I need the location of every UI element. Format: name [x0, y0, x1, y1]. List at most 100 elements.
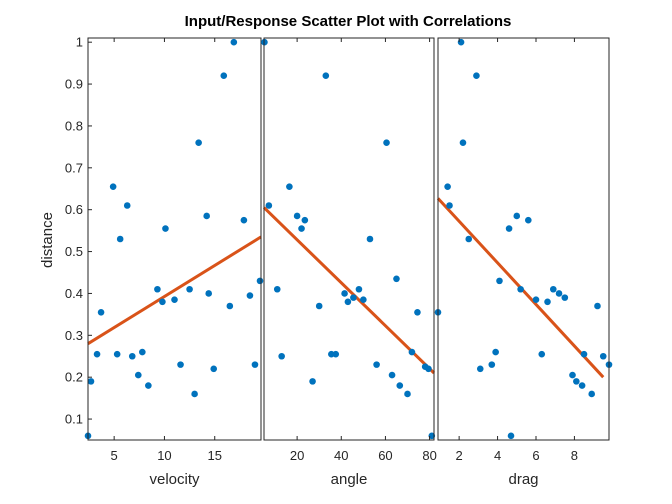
- data-point: [87, 378, 95, 385]
- y-tick-label: 0.7: [65, 160, 83, 175]
- data-point: [210, 365, 218, 373]
- data-point: [561, 294, 569, 301]
- scatter-panels: 5 10 15 velocity 20 40 60 80 angle 2 4 6 8 drag: [84, 37, 613, 488]
- data-point: [116, 235, 124, 243]
- panel-frame: [263, 37, 435, 441]
- data-point: [366, 235, 374, 243]
- data-point: [220, 72, 228, 79]
- data-point: [588, 390, 596, 398]
- data-point: [265, 202, 273, 209]
- data-point: [159, 298, 166, 306]
- data-point: [505, 225, 513, 232]
- data-point: [301, 216, 309, 224]
- y-tick-label: 0.6: [65, 202, 83, 217]
- y-tick-label: 0.4: [65, 286, 83, 301]
- x-tick-label: 15: [207, 448, 221, 463]
- data-point: [513, 212, 521, 220]
- data-point: [145, 382, 152, 389]
- data-point: [315, 302, 323, 310]
- data-point: [177, 361, 184, 368]
- data-point: [404, 390, 411, 398]
- panel-drag: 2 4 6 8 drag: [434, 37, 613, 488]
- y-tick-label: 0.8: [65, 118, 83, 133]
- data-point: [309, 378, 316, 385]
- y-tick-label: 0.9: [65, 77, 83, 92]
- data-point: [360, 296, 367, 304]
- fit-line: [262, 206, 436, 375]
- data-point: [444, 183, 451, 190]
- x-tick-label: 5: [111, 448, 118, 463]
- data-point: [549, 285, 557, 293]
- y-tick-label: 0.2: [65, 370, 83, 385]
- panel-frame: [87, 37, 262, 441]
- data-point: [134, 371, 142, 379]
- data-point: [476, 365, 484, 373]
- data-point: [517, 285, 524, 293]
- x-tick-label: 4: [494, 448, 501, 463]
- y-tick-label: 1: [76, 35, 83, 50]
- data-point: [414, 308, 421, 316]
- data-point: [322, 72, 330, 79]
- x-tick-label: 8: [571, 448, 578, 463]
- y-axis-ticks: 0.1 0.2 0.3 0.4 0.5 0.6 0.7 0.8 0.9 1: [65, 35, 92, 427]
- fit-line: [87, 235, 262, 345]
- data-point: [139, 348, 146, 356]
- x-tick-label: 6: [532, 448, 539, 463]
- data-point: [97, 308, 105, 316]
- data-point: [171, 296, 178, 304]
- data-point: [350, 294, 357, 301]
- data-point: [396, 382, 404, 389]
- data-point: [594, 302, 601, 310]
- data-point: [226, 302, 234, 310]
- x-tick-label: 20: [290, 448, 304, 463]
- data-point: [496, 277, 503, 285]
- data-point: [203, 212, 210, 220]
- data-point: [293, 212, 301, 220]
- data-point: [488, 361, 496, 368]
- data-point: [256, 277, 264, 285]
- data-point: [191, 390, 198, 398]
- y-tick-label: 0.5: [65, 244, 83, 259]
- data-point: [162, 225, 169, 232]
- data-point: [341, 290, 348, 297]
- data-point: [273, 285, 281, 293]
- data-point: [113, 350, 121, 358]
- data-point: [580, 350, 588, 358]
- y-axis-label: distance: [39, 212, 56, 268]
- data-point: [555, 290, 563, 297]
- data-point: [251, 361, 259, 368]
- data-point: [492, 348, 499, 356]
- data-point: [446, 202, 453, 209]
- panel-velocity: 5 10 15 velocity: [84, 37, 264, 488]
- data-point: [373, 361, 380, 368]
- data-point: [246, 292, 254, 299]
- x-axis-label: angle: [331, 471, 368, 488]
- x-tick-label: 10: [157, 448, 171, 463]
- data-point: [525, 216, 532, 224]
- data-point: [195, 139, 202, 146]
- data-point: [230, 38, 238, 46]
- data-point: [599, 352, 607, 360]
- x-axis-label: velocity: [149, 471, 200, 488]
- data-point: [578, 382, 586, 389]
- data-point: [573, 378, 580, 385]
- data-point: [278, 352, 285, 360]
- data-point: [408, 348, 416, 356]
- data-point: [286, 183, 293, 190]
- data-point: [298, 225, 305, 232]
- data-point: [388, 371, 396, 379]
- data-point: [332, 350, 340, 358]
- data-point: [355, 285, 363, 293]
- data-point: [93, 350, 101, 358]
- data-point: [425, 365, 432, 373]
- panel-frame: [437, 37, 610, 441]
- data-point: [154, 285, 161, 293]
- y-tick-label: 0.3: [65, 328, 83, 343]
- data-point: [383, 139, 390, 146]
- data-point: [465, 235, 473, 243]
- data-point: [544, 298, 551, 306]
- x-tick-label: 40: [334, 448, 348, 463]
- x-tick-label: 60: [378, 448, 392, 463]
- chart-title: Input/Response Scatter Plot with Correla…: [185, 13, 512, 30]
- data-point: [538, 350, 546, 358]
